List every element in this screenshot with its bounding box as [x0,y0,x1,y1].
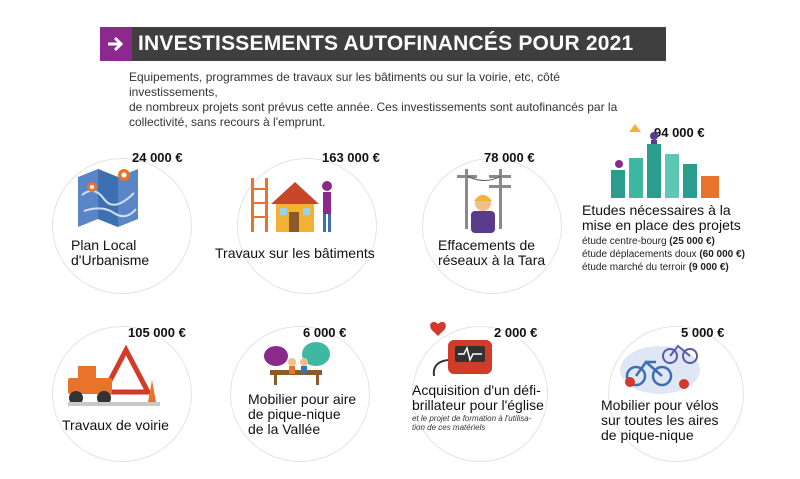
item-amount: 78 000 € [484,150,535,165]
house-construction-icon [243,168,343,238]
item-label: Etudes nécessaires à la mise en place de… [582,202,741,233]
picnic-illustration-icon [256,340,336,388]
road-works-icon [64,340,164,408]
item-circle [230,326,370,462]
arrow-right-icon [100,27,132,61]
list-item: étude déplacements doux (60 000 €) [582,249,745,260]
item-amount: 2 000 € [494,325,538,340]
bicycle-icon [618,340,702,394]
item-amount: 24 000 € [132,150,183,165]
list-item: étude centre-bourg (25 000 €) [582,236,715,247]
item-circle [52,158,192,294]
item-circle [608,326,744,462]
item-amount: 6 000 € [303,325,347,340]
item-label: Effacements de réseaux à la Tara [438,237,546,268]
electrician-icon [455,165,525,235]
defibrillator-icon [428,316,498,380]
map-illustration-icon [74,165,144,230]
item-circle [422,158,562,294]
item-note: et le projet de formation à l'utilisa- t… [412,414,532,432]
item-label: Travaux sur les bâtiments [215,245,375,261]
item-label: Plan Local d'Urbanisme [71,237,150,268]
item-amount: 5 000 € [681,325,725,340]
item-amount: 105 000 € [128,325,186,340]
item-amount: 94 000 € [654,125,705,140]
study-details-list: étude centre-bourg (25 000 €) étude dépl… [582,235,745,274]
item-label: Acquisition d'un défi- brillateur pour l… [412,382,544,413]
item-label: Mobilier pour vélos sur toutes les aires… [601,397,719,443]
item-label: Travaux de voirie [62,417,169,433]
growth-chart-illustration-icon [605,120,725,200]
item-label: Mobilier pour aire de pique-nique de la … [248,391,357,437]
page-title: INVESTISSEMENTS AUTOFINANCÉS POUR 2021 [138,32,634,55]
title-banner: INVESTISSEMENTS AUTOFINANCÉS POUR 2021 [100,27,666,61]
item-circle [237,158,377,294]
list-item: étude marché du terroir (9 000 €) [582,262,729,273]
intro-paragraph: Equipements, programmes de travaux sur l… [129,70,618,129]
item-circle [412,326,548,462]
item-circle [52,326,192,462]
item-amount: 163 000 € [322,150,380,165]
